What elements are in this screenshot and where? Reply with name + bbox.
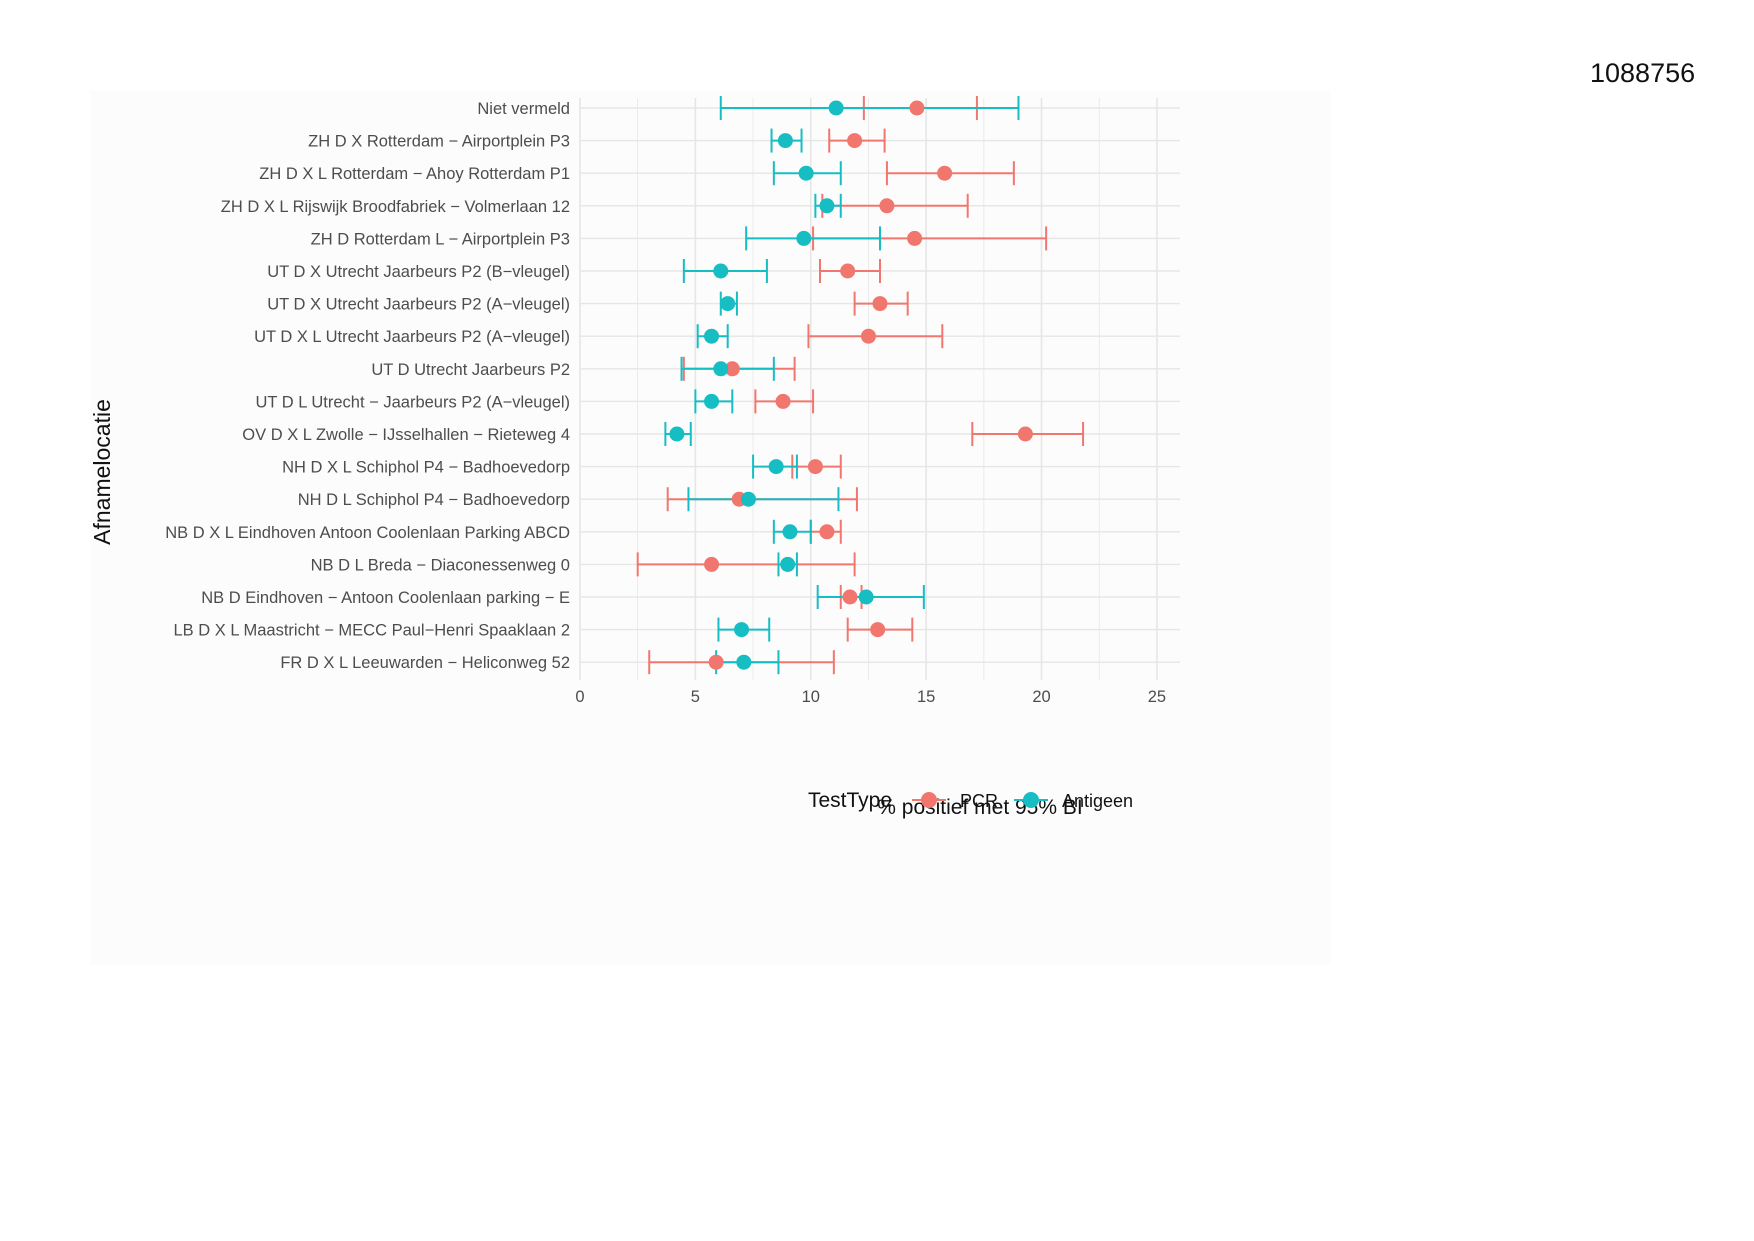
y-tick-label: UT D X L Utrecht Jaarbeurs P2 (A−vleugel… (254, 328, 570, 346)
y-tick-label: UT D Utrecht Jaarbeurs P2 (371, 361, 570, 379)
point-antigeen (777, 133, 793, 149)
y-tick-label: NB D L Breda − Diaconessenweg 0 (311, 556, 570, 574)
data-marks (636, 96, 1085, 675)
point-antigeen (704, 328, 720, 344)
point-pcr (775, 393, 791, 409)
point-antigeen (796, 230, 812, 246)
point-pcr (708, 654, 724, 670)
y-tick-label: UT D X Utrecht Jaarbeurs P2 (B−vleugel) (267, 263, 570, 281)
point-pcr (860, 328, 876, 344)
point-antigeen (720, 296, 736, 312)
legend-key-pcr (912, 792, 946, 808)
point-antigeen (669, 426, 685, 442)
x-tick-label: 15 (917, 688, 935, 706)
errorbar-pcr (821, 193, 969, 218)
errorbar-pcr (636, 552, 856, 577)
x-tick-labels: 0 5 10 15 20 25 (575, 688, 1166, 706)
point-antigeen (828, 100, 844, 116)
errorbar-antigeen (687, 487, 840, 512)
y-tick-label: UT D X Utrecht Jaarbeurs P2 (A−vleugel) (267, 296, 570, 314)
y-tick-label: LB D X L Maastricht − MECC Paul−Henri Sp… (174, 622, 571, 640)
legend-title: TestType (808, 789, 892, 812)
point-antigeen (713, 263, 729, 279)
x-tick-label: 10 (802, 688, 820, 706)
point-antigeen (768, 459, 784, 475)
y-tick-label: NH D L Schiphol P4 − Badhoevedorp (298, 491, 570, 509)
legend-key-antigeen (1014, 792, 1048, 808)
point-pcr (872, 296, 888, 312)
y-tick-label: NH D X L Schiphol P4 − Badhoevedorp (282, 459, 570, 477)
point-pcr (847, 133, 863, 149)
point-antigeen (740, 491, 756, 507)
y-tick-label: ZH D X L Rijswijk Broodfabriek − Volmerl… (221, 198, 570, 216)
point-antigeen (704, 393, 720, 409)
legend-label-antigeen: Antigeen (1062, 791, 1133, 811)
y-tick-label: OV D X L Zwolle − IJsselhallen − Rietewe… (242, 426, 570, 444)
point-pcr (1017, 426, 1033, 442)
y-tick-label: ZH D X Rotterdam − Airportplein P3 (308, 133, 570, 151)
point-pcr (907, 230, 923, 246)
x-tick-label: 5 (691, 688, 700, 706)
y-tick-labels: Niet vermeld ZH D X Rotterdam − Airportpl… (165, 100, 570, 672)
point-antigeen (858, 589, 874, 605)
point-pcr (909, 100, 925, 116)
point-pcr (842, 589, 858, 605)
x-tick-label: 25 (1148, 688, 1166, 706)
grid-layer (579, 98, 1180, 680)
point-pcr (937, 165, 953, 181)
y-tick-label: NB D X L Eindhoven Antoon Coolenlaan Par… (165, 524, 570, 542)
y-tick-label: FR D X L Leeuwarden − Heliconweg 52 (280, 654, 570, 672)
dot-errorbar-chart: Niet vermeld ZH D X Rotterdam − Airportpl… (90, 96, 1180, 819)
legend: TestType PCR Antigeen (808, 789, 1133, 812)
point-pcr (870, 622, 886, 638)
point-pcr (840, 263, 856, 279)
point-pcr (724, 361, 740, 377)
y-tick-label: ZH D X L Rotterdam − Ahoy Rotterdam P1 (259, 165, 570, 183)
y-tick-label: Niet vermeld (477, 100, 570, 118)
legend-label-pcr: PCR (960, 791, 998, 811)
point-antigeen (782, 524, 798, 540)
errorbar-antigeen (745, 226, 881, 251)
point-antigeen (736, 654, 752, 670)
x-tick-label: 20 (1032, 688, 1050, 706)
point-pcr (819, 524, 835, 540)
x-tick-label: 0 (575, 688, 584, 706)
y-axis-title: Afnamelocatie (90, 399, 115, 545)
plot-panel: Niet vermeld ZH D X Rotterdam − Airportpl… (90, 90, 1330, 965)
point-antigeen (780, 556, 796, 572)
errorbar-antigeen (719, 96, 1020, 120)
point-pcr (879, 198, 895, 214)
point-antigeen (798, 165, 814, 181)
y-tick-label: NB D Eindhoven − Antoon Coolenlaan parki… (201, 589, 570, 607)
point-pcr (807, 459, 823, 475)
y-tick-label: UT D L Utrecht − Jaarbeurs P2 (A−vleugel… (255, 393, 570, 411)
point-pcr (704, 556, 720, 572)
point-antigeen (713, 361, 729, 377)
y-tick-label: ZH D Rotterdam L − Airportplein P3 (311, 230, 570, 248)
document-id: 1088756 (1590, 58, 1696, 88)
point-antigeen (734, 622, 750, 638)
point-antigeen (819, 198, 835, 214)
